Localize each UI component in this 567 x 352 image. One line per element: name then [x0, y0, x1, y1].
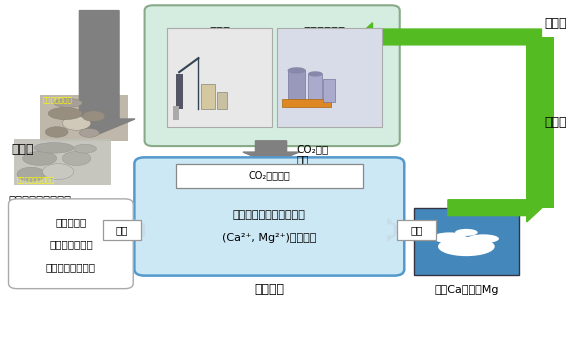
Ellipse shape [23, 151, 57, 165]
Ellipse shape [79, 128, 99, 137]
Ellipse shape [62, 116, 91, 130]
Text: 廃コンクリートの例: 廃コンクリートの例 [17, 176, 55, 183]
Ellipse shape [287, 67, 306, 74]
Bar [217, 92, 227, 109]
Text: 鉄鉰スラグの例: 鉄鉰スラグの例 [43, 97, 72, 103]
Ellipse shape [438, 237, 494, 256]
Ellipse shape [82, 111, 105, 121]
Ellipse shape [34, 143, 74, 153]
FancyBboxPatch shape [397, 220, 436, 240]
Bar [176, 74, 183, 109]
Ellipse shape [17, 167, 45, 181]
Text: 固形物: 固形物 [11, 143, 34, 156]
FancyBboxPatch shape [145, 5, 400, 146]
Bar [173, 106, 179, 120]
Bar [167, 28, 272, 127]
Text: 鉄鉰スラグ: 鉄鉰スラグ [55, 217, 87, 227]
FancyBboxPatch shape [9, 199, 133, 289]
Polygon shape [448, 194, 542, 222]
Text: 生コンスラッジ等: 生コンスラッジ等 [46, 263, 96, 272]
Ellipse shape [455, 229, 477, 236]
Text: 炭酸Ca，炭酸Mg: 炭酸Ca，炭酸Mg [434, 285, 498, 295]
Ellipse shape [432, 232, 466, 243]
Polygon shape [64, 11, 135, 134]
Text: 廃コンクリート: 廃コンクリート [49, 240, 93, 250]
Text: 湿式処理: 湿式処理 [255, 283, 284, 296]
Bar [201, 84, 215, 109]
Polygon shape [133, 219, 145, 241]
Text: セメント工場: セメント工場 [303, 26, 345, 39]
Ellipse shape [48, 107, 82, 120]
Text: アルカリ土類金属源: アルカリ土類金属源 [9, 195, 71, 208]
Polygon shape [357, 23, 541, 51]
Ellipse shape [54, 99, 82, 107]
Bar [14, 139, 111, 185]
Ellipse shape [43, 164, 74, 180]
Text: 析出: 析出 [411, 225, 423, 235]
Ellipse shape [45, 127, 68, 137]
FancyBboxPatch shape [176, 164, 363, 188]
Ellipse shape [62, 151, 91, 165]
Bar [414, 208, 519, 275]
Ellipse shape [74, 144, 96, 153]
Text: 製鉄所: 製鉄所 [209, 26, 230, 39]
Text: 有効利用: 有効利用 [544, 17, 567, 30]
Text: 抽出: 抽出 [116, 225, 128, 235]
Text: ガス: ガス [297, 154, 309, 164]
FancyBboxPatch shape [134, 157, 404, 276]
Text: CO₂含有: CO₂含有 [297, 145, 329, 155]
Ellipse shape [468, 234, 499, 243]
Polygon shape [388, 219, 400, 241]
Ellipse shape [308, 71, 323, 76]
Bar [40, 95, 128, 141]
Text: 固定化: 固定化 [544, 116, 567, 129]
Bar [277, 28, 382, 127]
FancyBboxPatch shape [103, 220, 141, 240]
Bar [282, 99, 331, 107]
Polygon shape [243, 141, 299, 164]
Text: アルカリ土類金属イオン: アルカリ土類金属イオン [233, 210, 306, 220]
Bar [526, 37, 555, 208]
Text: CO₂分離回収: CO₂分離回収 [248, 171, 290, 181]
Bar [308, 74, 322, 102]
Bar [323, 79, 335, 102]
Text: (Ca²⁺, Mg²⁺)の水溶液: (Ca²⁺, Mg²⁺)の水溶液 [222, 233, 316, 243]
Bar [288, 70, 305, 102]
